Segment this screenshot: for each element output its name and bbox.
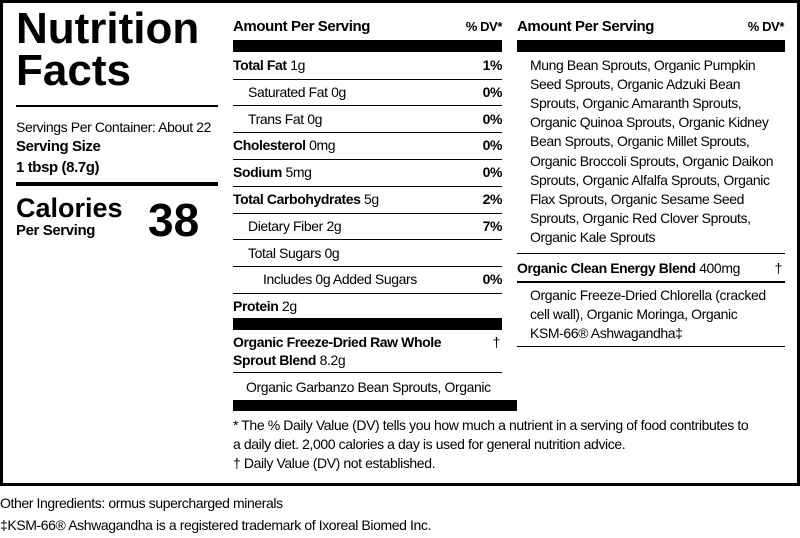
calories-value: 38 — [148, 194, 200, 246]
rule — [233, 372, 502, 373]
nutrient-dv: 0% — [482, 110, 503, 127]
title: Nutrition Facts — [16, 4, 200, 95]
nutrient-amount: 2g — [281, 298, 297, 315]
blend-title: Organic Freeze-Dried Raw Whole Sprout Bl… — [233, 333, 458, 369]
nutrient-row: Cholesterol 0mg — [233, 136, 336, 154]
servings-per-container: Servings Per Container: About 22 — [16, 119, 211, 135]
rule — [517, 281, 785, 283]
nutrient-name: Trans Fat — [248, 110, 304, 127]
rule — [233, 239, 502, 241]
nutrient-dv: 0% — [482, 164, 503, 181]
rule — [233, 78, 502, 80]
column-header-dv: % DV* — [747, 19, 785, 34]
nutrient-name: Cholesterol — [233, 137, 306, 154]
column-header-dv: % DV* — [465, 19, 503, 34]
nutrient-row: Sodium 5mg — [233, 163, 312, 181]
column-header: Amount Per Serving — [517, 18, 654, 35]
text-line: Sprouts, Organic Alfalfa Sprouts, Organi… — [530, 171, 770, 188]
text-line: Organic Freeze-Dried Chlorella (cracked — [530, 287, 766, 303]
blend-name: Organic Freeze-Dried Raw Whole Sprout Bl… — [233, 334, 442, 368]
nutrient-row: Includes 0g Added Sugars — [263, 270, 417, 288]
blend-amount: 400mg — [699, 260, 740, 276]
calories-label: Calories — [16, 193, 123, 223]
text-line: Organic Kale Sprouts — [530, 228, 656, 245]
nutrient-row: Total Carbohydrates 5g — [233, 190, 379, 208]
rule — [233, 185, 502, 187]
rule — [233, 105, 502, 107]
calories-sublabel: Per Serving — [16, 222, 95, 239]
nutrient-name: Total Sugars — [248, 244, 322, 261]
other-ingredients: Other Ingredients: ormus supercharged mi… — [0, 495, 283, 511]
text-line: a daily diet. 2,000 calories a day is us… — [233, 436, 626, 453]
text-line: Organic Broccoli Sprouts, Organic Daikon — [530, 152, 774, 169]
blend-name: Organic Clean Energy Blend — [517, 260, 696, 276]
rule — [233, 132, 502, 134]
nutrient-amount: 2g — [326, 217, 342, 234]
text-line: Mung Bean Sprouts, Organic Pumpkin — [530, 57, 756, 73]
thick-rule — [233, 400, 517, 411]
nutrient-row: Total Fat 1g — [233, 56, 305, 74]
serving-size: 1 tbsp (8.7g) — [16, 159, 100, 176]
rule — [233, 212, 502, 214]
nutrient-amount: 5mg — [285, 164, 312, 181]
nutrient-name: Total Fat — [233, 57, 287, 73]
nutrient-dv: 0% — [482, 83, 503, 100]
nutrient-row: Trans Fat 0g — [248, 110, 322, 128]
column-header: Amount Per Serving — [233, 18, 370, 35]
nutrient-amount: 0g — [331, 83, 346, 100]
text-line: Flax Sprouts, Organic Sesame Seed — [530, 190, 745, 207]
nutrient-dv: 0% — [482, 137, 503, 154]
nutrient-row: Dietary Fiber 2g — [248, 217, 342, 235]
serving-size-label: Serving Size — [16, 138, 101, 155]
label-frame — [0, 0, 800, 486]
text-line: Bean Sprouts, Organic Millet Sprouts, — [530, 133, 750, 150]
thick-rule — [517, 40, 785, 52]
nutrient-name: Sodium — [233, 164, 282, 181]
nutrient-name: Total Carbohydrates — [233, 191, 361, 207]
blend-dv: † — [774, 260, 783, 276]
text-line: cell wall), Organic Moringa, Organic — [530, 306, 738, 322]
nutrient-dv: 2% — [482, 191, 503, 207]
text-line: KSM-66® Ashwagandha‡ — [530, 325, 683, 341]
nutrient-row: Protein 2g — [233, 297, 297, 315]
rule — [517, 253, 785, 254]
nutrient-amount: 0g — [307, 110, 323, 127]
nutrient-name: Protein — [233, 298, 279, 315]
trademark-note: ‡KSM-66® Ashwagandha is a registered tra… — [0, 517, 431, 533]
rule — [233, 158, 502, 160]
nutrient-amount: 5g — [364, 191, 379, 207]
nutrient-name: Dietary Fiber — [248, 217, 323, 234]
nutrient-row: Saturated Fat 0g — [248, 83, 346, 101]
nutrient-amount: 1g — [290, 57, 305, 73]
nutrient-dv: 1% — [482, 57, 503, 73]
text-line: Sprouts, Organic Amaranth Sprouts, — [530, 95, 742, 112]
text-line: * The % Daily Value (DV) tells you how m… — [233, 417, 749, 433]
text-line: Sprouts, Organic Red Clover Sprouts, — [530, 209, 751, 226]
nutrient-amount: 0g — [324, 244, 340, 261]
nutrient-dv: 0% — [482, 271, 503, 288]
thick-rule — [233, 40, 502, 52]
rule — [16, 105, 218, 107]
blend-dv: † — [492, 334, 501, 350]
rule — [517, 346, 785, 347]
blend-amount: 8.2g — [319, 352, 346, 368]
blend-title: Organic Clean Energy Blend 400mg — [517, 259, 740, 277]
nutrient-name: Includes 0g Added Sugars — [263, 271, 417, 288]
thick-rule — [233, 318, 502, 330]
nutrient-dv: 7% — [482, 217, 503, 234]
rule — [233, 292, 502, 294]
text-line: † Daily Value (DV) not established. — [233, 455, 436, 472]
rule — [16, 182, 218, 186]
nutrient-name: Saturated Fat — [248, 83, 328, 100]
text-line: Seed Sprouts, Organic Adzuki Bean — [530, 76, 741, 93]
nutrient-row: Total Sugars 0g — [248, 244, 340, 262]
nutrient-amount: 0mg — [309, 137, 336, 154]
text-line: Organic Garbanzo Bean Sprouts, Organic — [246, 379, 491, 395]
text-line: Organic Quinoa Sprouts, Organic Kidney — [530, 114, 769, 131]
rule — [233, 266, 502, 268]
